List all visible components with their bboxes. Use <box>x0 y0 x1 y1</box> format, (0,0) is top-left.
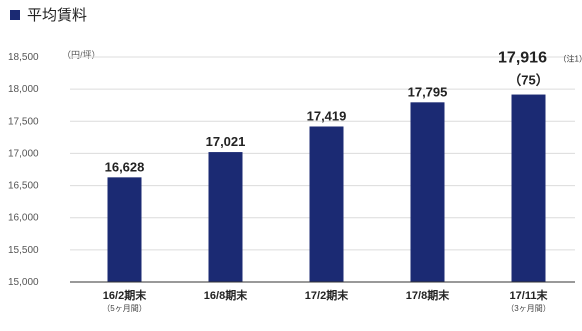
x-tick-label: 16/8期末 <box>204 288 248 302</box>
x-tick-label: 16/2期末 <box>103 288 147 302</box>
y-tick-label: 18,500 <box>8 52 39 63</box>
value-label: 16,628 <box>105 159 145 174</box>
legend: 平均賃料 <box>10 7 87 24</box>
bar <box>107 177 142 282</box>
y-tick-label: 16,500 <box>8 181 39 192</box>
unit-label: （円/坪） <box>62 50 101 60</box>
x-tick-sublabel: （5ヶ月間） <box>102 304 146 313</box>
y-tick-label: 16,000 <box>8 213 39 224</box>
x-tick-sublabel: （3ヶ月間） <box>506 304 550 313</box>
y-tick-label: 17,000 <box>8 148 39 159</box>
x-tick-label: 17/11末 <box>510 288 549 302</box>
y-axis-ticks: 15,000 15,500 16,000 16,500 17,000 17,500 18,0… <box>8 52 39 288</box>
value-labels: 16,628 17,021 17,419 17,795 17,916 （注1） （75） <box>105 50 582 175</box>
value-label: 17,916 <box>498 50 547 67</box>
bar <box>309 126 344 282</box>
value-label: 17,419 <box>307 108 347 123</box>
y-tick-label: 15,500 <box>8 245 39 256</box>
bar <box>511 94 546 283</box>
value-label: 17,021 <box>206 134 246 149</box>
legend-marker <box>10 10 20 20</box>
y-tick-label: 18,000 <box>8 84 39 95</box>
value-label: 17,795 <box>408 84 448 99</box>
category-labels: 16/2期末 （5ヶ月間） 16/8期末 17/2期末 17/8期末 17/11末 （3ヶ月… <box>102 288 550 313</box>
x-tick-label: 17/2期末 <box>305 288 349 302</box>
y-tick-label: 15,000 <box>8 277 39 288</box>
bar <box>208 152 243 282</box>
y-tick-label: 17,500 <box>8 116 39 127</box>
value-extra-label: （75） <box>508 73 548 88</box>
value-note: （注1） <box>559 54 582 64</box>
chart-title: 平均賃料 <box>27 7 87 24</box>
bars <box>107 94 546 283</box>
x-tick-label: 17/8期末 <box>406 288 450 302</box>
bar <box>410 102 445 282</box>
